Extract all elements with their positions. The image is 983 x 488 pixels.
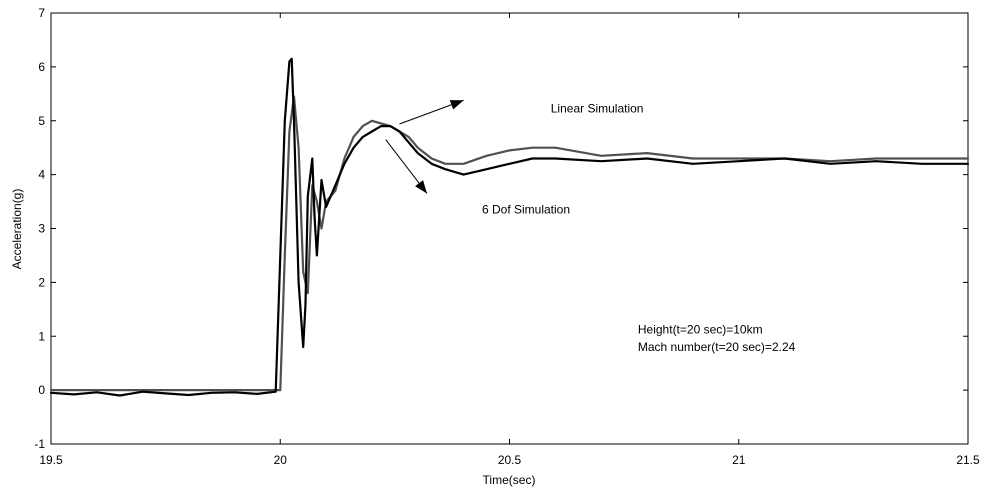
y-tick-label: 3: [38, 222, 45, 236]
y-tick-label: 1: [38, 329, 45, 343]
x-tick-label: 21: [732, 453, 746, 467]
annotation-arrowhead: [415, 180, 427, 194]
series-line-six-dof: [49, 57, 970, 397]
y-tick-label: 7: [38, 6, 45, 20]
plot-frame: [50, 12, 969, 445]
arrow-layer: [385, 99, 464, 194]
annotation-text: Mach number(t=20 sec)=2.24: [638, 340, 796, 354]
annotation-text: Linear Simulation: [551, 102, 644, 116]
x-axis-label: Time(sec): [483, 473, 536, 487]
y-tick-label: 4: [38, 168, 45, 182]
x-axis-ticks: 19.5 20 20.5 21 21.5: [39, 13, 980, 467]
y-tick-label: 6: [38, 60, 45, 74]
y-axis-ticks: -1 0 1 2 3 4 5 6 7: [34, 6, 968, 451]
annotation-text: 6 Dof Simulation: [482, 202, 570, 216]
annotation-arrowhead: [449, 100, 464, 110]
y-tick-label: 5: [38, 114, 45, 128]
y-tick-label: 2: [38, 275, 45, 289]
x-tick-label: 21.5: [956, 453, 980, 467]
x-tick-label: 20.5: [498, 453, 522, 467]
annotation-layer: Linear Simulation 6 Dof Simulation Height(…: [482, 102, 796, 354]
series-line-linear: [49, 95, 970, 392]
x-tick-label: 20: [274, 453, 288, 467]
series-layer: [49, 57, 970, 397]
y-tick-label: 0: [38, 383, 45, 397]
y-axis-label: Acceleration(g): [10, 189, 24, 270]
y-tick-label: -1: [34, 437, 45, 451]
annotation-text: Height(t=20 sec)=10km: [638, 323, 763, 337]
x-tick-label: 19.5: [39, 453, 63, 467]
